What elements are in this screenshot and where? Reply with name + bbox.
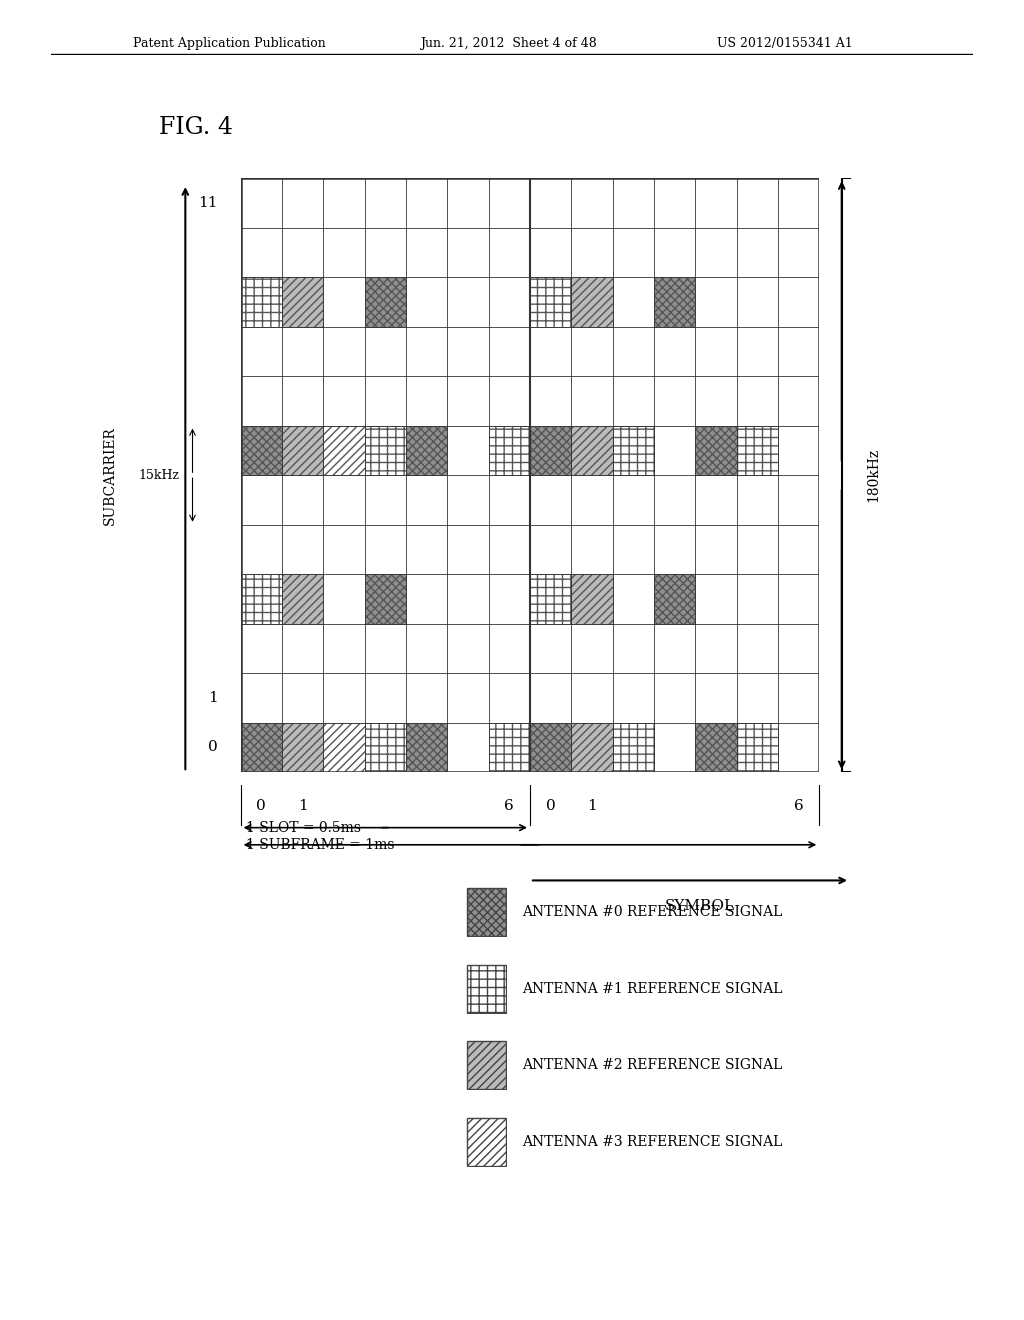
Text: 6: 6: [505, 799, 514, 813]
Bar: [695, 425, 736, 475]
Bar: [488, 425, 530, 475]
Bar: [571, 425, 612, 475]
Bar: [241, 723, 282, 772]
Bar: [282, 425, 324, 475]
Bar: [365, 723, 406, 772]
Bar: [406, 425, 447, 475]
Bar: [736, 723, 778, 772]
Bar: [612, 723, 654, 772]
Text: 6: 6: [794, 799, 804, 813]
Text: FIG. 4: FIG. 4: [159, 116, 232, 139]
Text: ANTENNA #2 REFERENCE SIGNAL: ANTENNA #2 REFERENCE SIGNAL: [522, 1059, 782, 1072]
Text: 0: 0: [546, 799, 555, 813]
Bar: [241, 574, 282, 624]
Text: SYMBOL: SYMBOL: [666, 899, 735, 913]
Bar: [571, 723, 612, 772]
Bar: [365, 277, 406, 327]
Text: Jun. 21, 2012  Sheet 4 of 48: Jun. 21, 2012 Sheet 4 of 48: [420, 37, 597, 50]
Bar: [324, 425, 365, 475]
Text: 11: 11: [199, 195, 218, 210]
Bar: [612, 425, 654, 475]
Bar: [241, 425, 282, 475]
Bar: [654, 277, 695, 327]
Text: 1 SLOT = 0.5ms: 1 SLOT = 0.5ms: [246, 821, 360, 834]
Text: ANTENNA #1 REFERENCE SIGNAL: ANTENNA #1 REFERENCE SIGNAL: [522, 982, 782, 995]
Text: SUBCARRIER: SUBCARRIER: [102, 426, 117, 524]
Text: 1: 1: [587, 799, 597, 813]
Bar: [654, 574, 695, 624]
Bar: [282, 574, 324, 624]
Text: 0: 0: [256, 799, 266, 813]
Text: 15kHz: 15kHz: [138, 469, 179, 482]
Text: 1: 1: [208, 690, 218, 705]
Bar: [736, 425, 778, 475]
Bar: [529, 574, 571, 624]
Bar: [695, 723, 736, 772]
Text: Patent Application Publication: Patent Application Publication: [133, 37, 326, 50]
Bar: [612, 425, 654, 475]
Bar: [324, 723, 365, 772]
Bar: [571, 574, 612, 624]
Bar: [241, 277, 282, 327]
Text: ANTENNA #0 REFERENCE SIGNAL: ANTENNA #0 REFERENCE SIGNAL: [522, 906, 782, 919]
Text: US 2012/0155341 A1: US 2012/0155341 A1: [717, 37, 853, 50]
Bar: [282, 723, 324, 772]
Bar: [365, 425, 406, 475]
Bar: [406, 723, 447, 772]
Bar: [365, 574, 406, 624]
Bar: [529, 723, 571, 772]
Bar: [282, 277, 324, 327]
Text: 180kHz: 180kHz: [866, 447, 881, 503]
Text: ANTENNA #3 REFERENCE SIGNAL: ANTENNA #3 REFERENCE SIGNAL: [522, 1135, 782, 1148]
Text: 1 SUBFRAME = 1ms: 1 SUBFRAME = 1ms: [246, 838, 394, 851]
Bar: [612, 723, 654, 772]
Text: 1: 1: [298, 799, 307, 813]
Bar: [529, 277, 571, 327]
Bar: [529, 425, 571, 475]
Bar: [571, 277, 612, 327]
Text: 0: 0: [208, 741, 218, 755]
Bar: [488, 723, 530, 772]
